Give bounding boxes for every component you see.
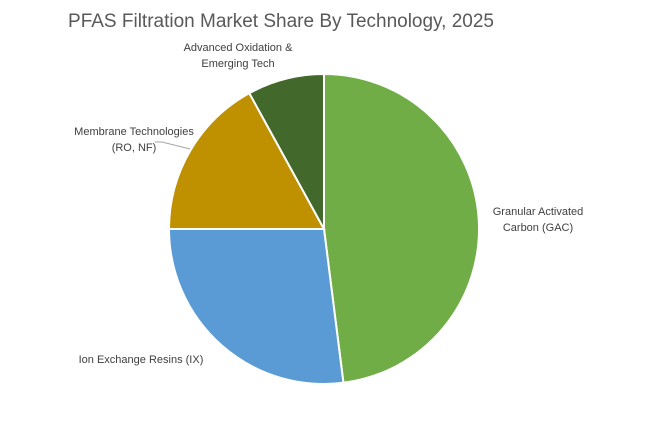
slice-label-2: Ion Exchange Resins (IX) (79, 354, 204, 366)
pie-slice-3 (167, 91, 326, 230)
slice-label-1: Granular Activated Carbon (GAC) (493, 206, 584, 234)
pie-slice-4 (247, 72, 325, 230)
pie-slice-2 (167, 228, 345, 386)
slice-label-4: Advanced Oxidation & Emerging Tech (184, 42, 294, 70)
chart-title: PFAS Filtration Market Share By Technolo… (68, 11, 494, 32)
pie-slice-1 (323, 72, 481, 384)
leader-line-3 (155, 141, 191, 150)
slice-label-3: Membrane Technologies (RO, NF) (74, 126, 194, 154)
